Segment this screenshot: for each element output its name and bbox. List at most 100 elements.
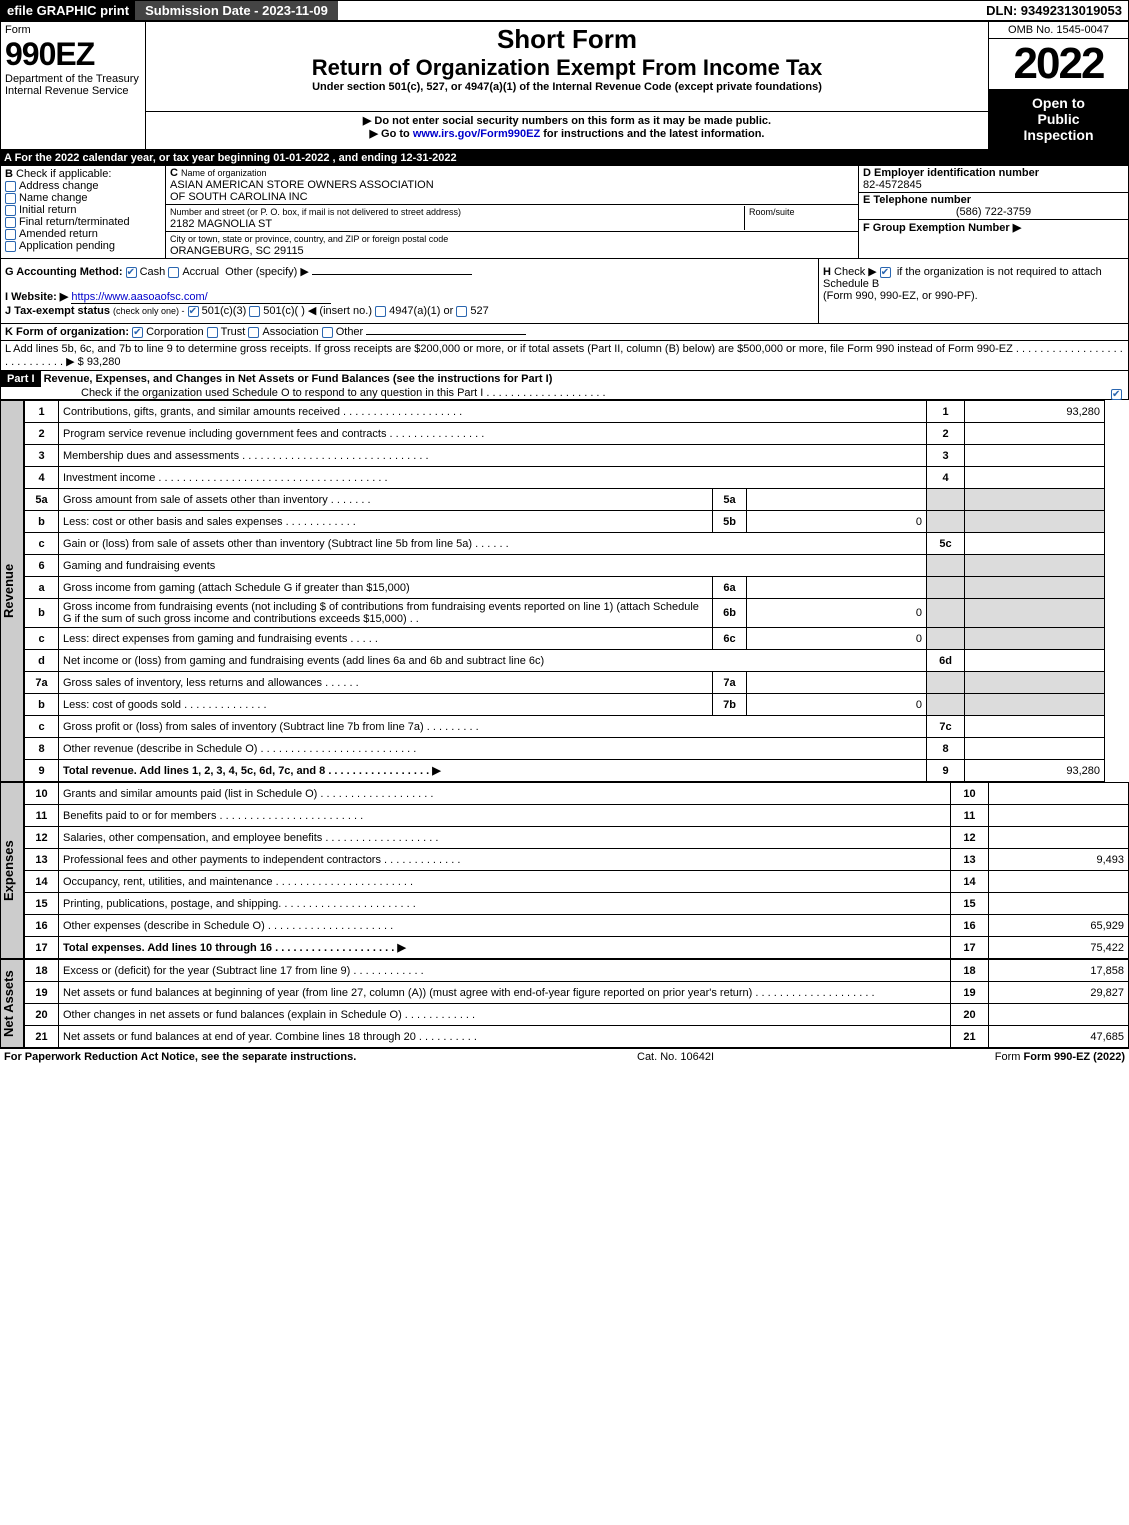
website-label: I Website: ▶	[5, 291, 68, 303]
topbar: efile GRAPHIC print Submission Date - 20…	[0, 0, 1129, 21]
schedule-b-cb[interactable]	[880, 267, 891, 278]
omb-number: OMB No. 1545-0047	[989, 22, 1128, 39]
dln-label: DLN: 93492313019053	[980, 1, 1128, 20]
org-name-1: ASIAN AMERICAN STORE OWNERS ASSOCIATION	[170, 179, 434, 191]
line-5a-value	[747, 489, 927, 511]
line-8-value	[965, 738, 1105, 760]
ssn-warning: ▶ Do not enter social security numbers o…	[150, 114, 984, 127]
expenses-side-label: Expenses	[0, 782, 24, 959]
line-20-value	[989, 1004, 1129, 1026]
line-7b-value: 0	[747, 694, 927, 716]
section-def: D Employer identification number 82-4572…	[858, 166, 1128, 258]
short-form-title: Short Form	[150, 24, 984, 55]
name-change-cb[interactable]	[5, 193, 16, 204]
association-cb[interactable]	[248, 327, 259, 338]
line-11-value	[989, 805, 1129, 827]
irs-link[interactable]: www.irs.gov/Form990EZ	[413, 128, 540, 140]
website-link[interactable]: https://www.aasoaofsc.com/	[71, 291, 331, 304]
page-footer: For Paperwork Reduction Act Notice, see …	[0, 1048, 1129, 1065]
line-2-value	[965, 423, 1105, 445]
line-13-value: 9,493	[989, 849, 1129, 871]
other-org-cb[interactable]	[322, 327, 333, 338]
line-19-value: 29,827	[989, 982, 1129, 1004]
ein-label: D Employer identification number	[863, 167, 1039, 179]
section-l: L Add lines 5b, 6c, and 7b to line 9 to …	[0, 341, 1129, 371]
trust-cb[interactable]	[207, 327, 218, 338]
line-6b-value: 0	[747, 599, 927, 628]
revenue-table: 1Contributions, gifts, grants, and simil…	[24, 400, 1105, 782]
schedule-o-cb[interactable]	[1111, 389, 1122, 400]
line-16-value: 65,929	[989, 915, 1129, 937]
line-14-value	[989, 871, 1129, 893]
line-7c-value	[965, 716, 1105, 738]
other-org-field[interactable]	[366, 334, 526, 335]
section-b: B Check if applicable: Address change Na…	[1, 166, 166, 258]
other-method-field[interactable]	[312, 274, 472, 275]
line-9-value: 93,280	[965, 760, 1105, 782]
initial-return-cb[interactable]	[5, 205, 16, 216]
phone-value: (586) 722-3759	[863, 206, 1124, 218]
city-state-zip: ORANGEBURG, SC 29115	[170, 245, 304, 257]
form-header-table: Form 990EZ Department of the Treasury In…	[0, 21, 1129, 150]
goto-irs: ▶ Go to www.irs.gov/Form990EZ for instru…	[150, 127, 984, 140]
street-address: 2182 MAGNOLIA ST	[170, 218, 272, 230]
dept-treasury: Department of the Treasury	[5, 73, 141, 85]
part-i-title: Revenue, Expenses, and Changes in Net As…	[44, 373, 553, 385]
final-return-cb[interactable]	[5, 217, 16, 228]
form-number: 990EZ	[5, 36, 141, 73]
corporation-cb[interactable]	[132, 327, 143, 338]
501c3-cb[interactable]	[188, 306, 199, 317]
open-public-inspection: Open to Public Inspection	[989, 89, 1128, 149]
line-5b-value: 0	[747, 511, 927, 533]
cash-cb[interactable]	[126, 267, 137, 278]
netassets-side-label: Net Assets	[0, 959, 24, 1048]
room-suite-label: Room/suite	[749, 207, 795, 217]
submission-date-label: Submission Date - 2023-11-09	[135, 1, 338, 20]
line-4-value	[965, 467, 1105, 489]
group-exemption-label: F Group Exemption Number ▶	[863, 222, 1021, 234]
netassets-table: 18Excess or (deficit) for the year (Subt…	[24, 959, 1129, 1048]
cat-no: Cat. No. 10642I	[637, 1051, 714, 1063]
tax-year: 2022	[989, 39, 1128, 89]
h-label: H	[823, 266, 831, 278]
subtitle: Under section 501(c), 527, or 4947(a)(1)…	[150, 81, 984, 93]
paperwork-notice: For Paperwork Reduction Act Notice, see …	[4, 1051, 356, 1063]
501c-cb[interactable]	[249, 306, 260, 317]
part-i-label: Part I	[1, 371, 41, 387]
line-3-value	[965, 445, 1105, 467]
line-6c-value: 0	[747, 628, 927, 650]
efile-print-label[interactable]: efile GRAPHIC print	[1, 1, 135, 20]
revenue-side-label: Revenue	[0, 400, 24, 782]
tax-exempt-label: J Tax-exempt status	[5, 305, 110, 317]
line-5c-value	[965, 533, 1105, 555]
accounting-method-label: G Accounting Method:	[5, 266, 123, 278]
schedule-o-check-text: Check if the organization used Schedule …	[81, 387, 606, 399]
accrual-cb[interactable]	[168, 267, 179, 278]
4947-cb[interactable]	[375, 306, 386, 317]
line-21-value: 47,685	[989, 1026, 1129, 1048]
address-change-cb[interactable]	[5, 181, 16, 192]
line-10-value	[989, 783, 1129, 805]
amended-return-cb[interactable]	[5, 229, 16, 240]
ein-value: 82-4572845	[863, 179, 922, 191]
section-k: K Form of organization: Corporation Trus…	[0, 324, 1129, 341]
form-footer-label: Form Form 990-EZ (2022)	[995, 1051, 1125, 1063]
line-15-value	[989, 893, 1129, 915]
line-1-value: 93,280	[965, 401, 1105, 423]
irs-label: Internal Revenue Service	[5, 85, 141, 97]
form-word: Form	[5, 24, 141, 36]
section-c: C Name of organization ASIAN AMERICAN ST…	[166, 166, 858, 258]
line-17-value: 75,422	[989, 937, 1129, 959]
phone-label: E Telephone number	[863, 194, 971, 206]
line-6d-value	[965, 650, 1105, 672]
section-a-bar: A For the 2022 calendar year, or tax yea…	[0, 150, 1129, 166]
line-6a-value	[747, 577, 927, 599]
line-12-value	[989, 827, 1129, 849]
line-18-value: 17,858	[989, 960, 1129, 982]
return-title: Return of Organization Exempt From Incom…	[150, 55, 984, 81]
527-cb[interactable]	[456, 306, 467, 317]
line-7a-value	[747, 672, 927, 694]
application-pending-cb[interactable]	[5, 241, 16, 252]
expenses-table: 10Grants and similar amounts paid (list …	[24, 782, 1129, 959]
org-name-2: OF SOUTH CAROLINA INC	[170, 191, 308, 203]
